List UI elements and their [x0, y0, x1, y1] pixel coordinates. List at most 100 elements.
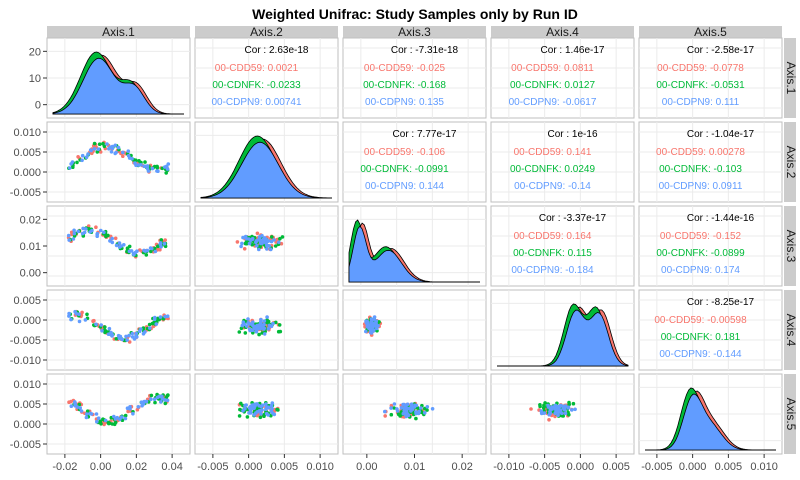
scatter-point [259, 317, 263, 322]
correlation-group-00-CDPN9: 00-CDPN9: 0.144 [365, 181, 444, 192]
scatter-point [95, 150, 100, 154]
correlation-group-00-CDPN9: 00-CDPN9: 0.174 [661, 265, 740, 276]
scatter-point [164, 164, 169, 169]
scatter-point [145, 166, 150, 171]
scatter-point [404, 407, 409, 412]
scatter-point [278, 236, 282, 241]
scatter-point [159, 400, 163, 404]
scatter-point [399, 406, 404, 410]
scatter-point [142, 164, 147, 168]
scatter-point [80, 158, 84, 163]
correlation-group-00-CDPN9: 00-CDPN9: 0.111 [662, 97, 740, 108]
scatter-point [127, 333, 131, 338]
correlation-overall: Cor : -8.25e-17 [687, 297, 755, 308]
scatter-point [110, 144, 115, 149]
scatter-point [121, 150, 125, 155]
scatter-point [259, 412, 263, 416]
x-tick-label: 0.000 [235, 461, 263, 473]
scatter-point [250, 237, 255, 242]
scatter-point [130, 335, 135, 339]
scatter-point [149, 397, 153, 402]
scatter-point [113, 236, 118, 241]
scatter-point [103, 325, 107, 329]
scatter-point [244, 236, 249, 241]
scatter-point [130, 331, 135, 336]
panel-4-1 [46, 289, 191, 371]
scatter-point [392, 402, 397, 406]
strip-top-5 [639, 26, 782, 38]
scatter-point [262, 322, 266, 327]
scatter-point [251, 320, 255, 325]
scatter-point [150, 246, 154, 251]
scatter-point [76, 229, 80, 234]
scatter-point [105, 142, 109, 146]
panel-2-4 [490, 121, 635, 203]
scatter-point [251, 331, 255, 335]
scatter-point [563, 404, 568, 408]
panel-2-5 [638, 121, 783, 203]
density-00-CDPN9 [645, 393, 776, 451]
scatter-point [253, 402, 257, 407]
scatter-point [84, 227, 88, 231]
scatter-point [96, 416, 101, 421]
scatter-point [152, 246, 157, 251]
y-tick-label: 0 [35, 100, 41, 112]
scatter-point [558, 403, 563, 408]
scatter-point [151, 324, 156, 329]
correlation-overall: Cor : 1.46e-17 [541, 45, 605, 56]
y-tick-label: 0.005 [13, 399, 41, 411]
scatter-point [409, 407, 414, 412]
scatter-point [240, 241, 244, 246]
scatter-point [154, 322, 159, 326]
scatter-point [414, 416, 418, 421]
scatter-point [162, 241, 167, 246]
scatter-point [251, 323, 255, 328]
correlation-group-00-CDPN9: 00-CDPN9: -0.0617 [509, 97, 597, 108]
scatter-point [264, 405, 269, 409]
scatter-point [263, 240, 268, 245]
scatter-point [567, 400, 571, 405]
strip-top-3 [343, 26, 486, 38]
correlation-overall: Cor : 1e-16 [547, 129, 597, 140]
scatter-point [239, 244, 243, 249]
y-tick-label: 0.00 [20, 268, 41, 280]
scatter-point [245, 415, 250, 419]
panel-4-5 [638, 289, 783, 371]
scatter-point [125, 338, 129, 342]
scatter-point [250, 242, 254, 247]
panel-2-1 [46, 121, 191, 203]
scatter-point [83, 318, 88, 322]
y-tick-label: 10 [29, 73, 41, 85]
strip-top-label: Axis.2 [250, 25, 283, 39]
scatter-point [99, 323, 103, 327]
scatter-point [89, 412, 94, 416]
scatter-point [94, 225, 98, 229]
scatter-point [269, 324, 274, 329]
y-tick-label: 0.000 [13, 167, 41, 179]
scatter-point [117, 241, 122, 245]
scatter-point [109, 150, 114, 154]
scatter-point [255, 327, 260, 331]
scatter-point [243, 331, 248, 335]
scatter-point [165, 398, 170, 403]
density-00-CDPN9 [52, 57, 184, 115]
scatter-point [237, 330, 242, 334]
scatter-point [254, 243, 259, 248]
y-tick-label: 0.010 [13, 127, 41, 139]
y-tick-label: -0.005 [10, 335, 41, 347]
scatter-point [127, 249, 132, 254]
scatter-point [135, 249, 139, 253]
y-tick-label: -0.005 [10, 187, 41, 199]
scatter-point [409, 404, 414, 409]
correlation-group-00-CDPN9: 00-CDPN9: 0.135 [365, 97, 444, 108]
scatter-point [547, 418, 551, 422]
correlation-overall: Cor : -3.37e-17 [539, 213, 607, 224]
correlation-group-00-CDNFK: 00-CDNFK: -0.0991 [360, 164, 449, 175]
correlation-group-00-CDNFK: 00-CDNFK: -0.0899 [656, 248, 745, 259]
scatter-point [266, 319, 271, 324]
y-tick-label: 0.005 [13, 295, 41, 307]
scatter-point [259, 323, 263, 328]
scatter-point [405, 402, 410, 407]
scatter-point [389, 406, 393, 410]
